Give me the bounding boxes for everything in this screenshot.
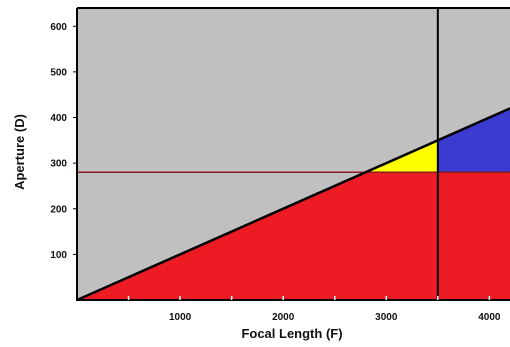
tick-labels: 100 200 300 400 500 600 1000 2000 3000 4000 — [50, 22, 501, 323]
x-tick-label-4000: 4000 — [478, 312, 501, 323]
y-tick-label-400: 400 — [50, 113, 67, 124]
y-tick-label-300: 300 — [50, 159, 67, 170]
x-tick-label-3000: 3000 — [375, 312, 398, 323]
x-axis-title: Focal Length (F) — [241, 326, 342, 341]
x-tick-label-1000: 1000 — [169, 312, 192, 323]
x-tick-label-2000: 2000 — [272, 312, 295, 323]
reference-lines — [76, 8, 510, 302]
y-tick-label-100: 100 — [50, 250, 67, 261]
y-tick-label-200: 200 — [50, 204, 67, 215]
y-tick-label-600: 600 — [50, 22, 67, 33]
chart-regions — [76, 7, 510, 301]
tick-marks — [73, 25, 491, 300]
y-axis-title: Aperture (D) — [12, 114, 27, 190]
y-tick-label-500: 500 — [50, 67, 67, 78]
